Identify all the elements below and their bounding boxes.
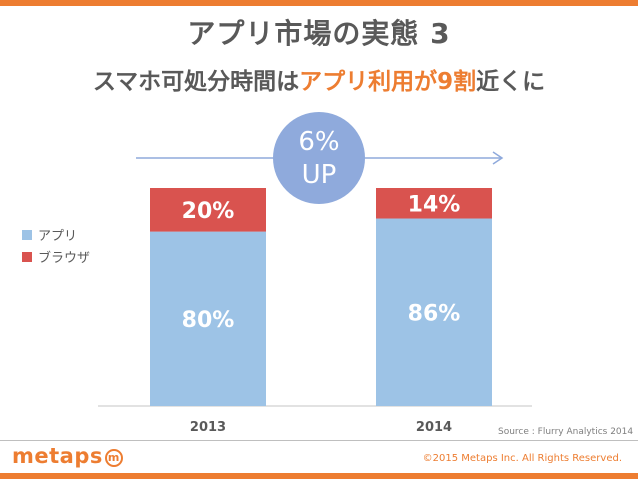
- data-label-2013-series-2: 20%: [182, 199, 235, 224]
- legend-swatch-1: [22, 230, 32, 240]
- slide-title: アプリ市場の実態 3: [187, 17, 451, 50]
- bar-2014-series-1: [376, 218, 492, 406]
- footer-divider: [0, 440, 638, 441]
- x-tick-label-2013: 2013: [190, 420, 226, 435]
- bottom-accent-bar: [0, 473, 638, 479]
- subtitle-highlight: アプリ利用が9割: [299, 69, 477, 95]
- source-citation: Source : Flurry Analytics 2014: [498, 427, 634, 437]
- subtitle-tail: 近くに: [476, 69, 546, 95]
- metaps-logo: metaps m: [12, 444, 123, 468]
- bar-2013-series-1: [150, 231, 266, 406]
- logo-mark-icon: m: [104, 449, 123, 467]
- data-label-2014-series-1: 86%: [408, 301, 461, 326]
- slide-subtitle: スマホ可処分時間はアプリ利用が9割近くに: [0, 62, 638, 96]
- x-tick-label-2014: 2014: [416, 420, 452, 435]
- subtitle-plain: スマホ可処分時間は: [92, 69, 300, 95]
- copyright-text: ©2015 Metaps Inc. All Rights Reserved.: [422, 453, 622, 464]
- bar-2013-series-2: [150, 188, 266, 232]
- legend-swatch-2: [22, 252, 32, 262]
- legend-label-1: アプリ: [38, 229, 77, 244]
- data-label-2014-series-2: 14%: [408, 192, 461, 217]
- trend-arrow-head-icon: [492, 151, 504, 165]
- growth-annotation-percent: 6%: [298, 127, 339, 157]
- bar-2014-series-2: [376, 188, 492, 219]
- growth-annotation-up: UP: [302, 160, 337, 190]
- growth-annotation-circle: [273, 112, 365, 204]
- legend-label-2: ブラウザ: [38, 250, 90, 266]
- logo-text: metaps: [12, 444, 103, 468]
- top-accent-bar: [0, 0, 638, 6]
- data-label-2013-series-1: 80%: [182, 308, 235, 333]
